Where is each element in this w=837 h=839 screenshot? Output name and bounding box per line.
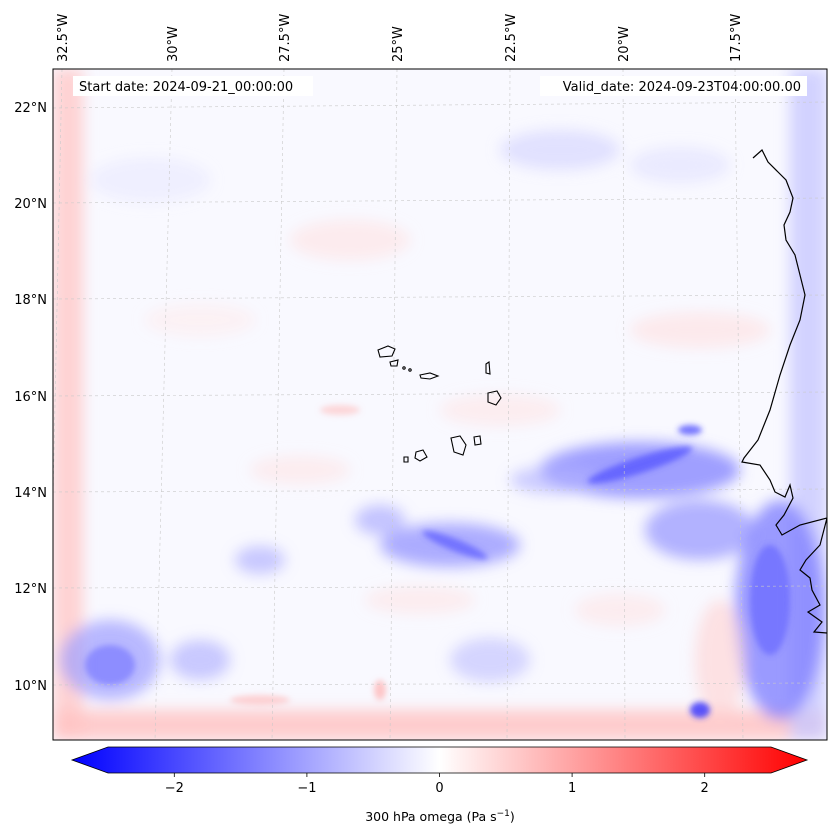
map-panel [53,69,827,740]
colorbar-tick-label: 0 [435,781,443,796]
lat-label-12n: 12°N [14,582,47,597]
colorbar-ticks: −2 −1 0 1 2 [165,773,709,796]
start-date-box [73,76,313,96]
cape-verde-islands [377,345,502,463]
lat-label-14n: 14°N [14,486,47,501]
valid-date-box [540,76,807,96]
coastline-west-africa [741,149,827,634]
gridlines [53,69,827,740]
start-date-label: Start date: 2024-09-21_00:00:00 [79,80,293,95]
lat-label-16n: 16°N [14,390,47,405]
lon-label-27-5w: 27.5°W [278,14,293,62]
colorbar-label: 300 hPa omega (Pa s−1) [365,809,515,824]
lat-label-10n: 10°N [14,679,47,694]
lon-label-25w: 25°W [391,26,406,62]
lon-label-20w: 20°W [617,26,632,62]
latitude-labels: 22°N 20°N 18°N 16°N 14°N 12°N 10°N [14,101,47,694]
longitude-labels: 32.5°W 30°W 27.5°W 25°W 22.5°W 20°W 17.5… [56,14,744,62]
lon-label-30w: 30°W [166,26,181,62]
colorbar-body [70,746,809,774]
colorbar-tick-label: 1 [568,781,576,796]
lat-label-18n: 18°N [14,293,47,308]
lon-label-17-5w: 17.5°W [729,14,744,62]
lat-label-22n: 22°N [14,101,47,116]
colorbar-tick-label: −2 [165,781,184,796]
colorbar-tick-label: 2 [701,781,709,796]
map-frame [52,68,828,741]
colorbar-tick-label: −1 [297,781,316,796]
lat-label-20n: 20°N [14,197,47,212]
colorbar: −2 −1 0 1 2 300 hPa omega (Pa s−1) [70,746,809,824]
lon-label-32-5w: 32.5°W [56,14,71,62]
lon-label-22-5w: 22.5°W [504,14,519,62]
omega-field-detail [85,405,790,718]
valid-date-label: Valid_date: 2024-09-23T04:00:00.00 [563,80,801,95]
